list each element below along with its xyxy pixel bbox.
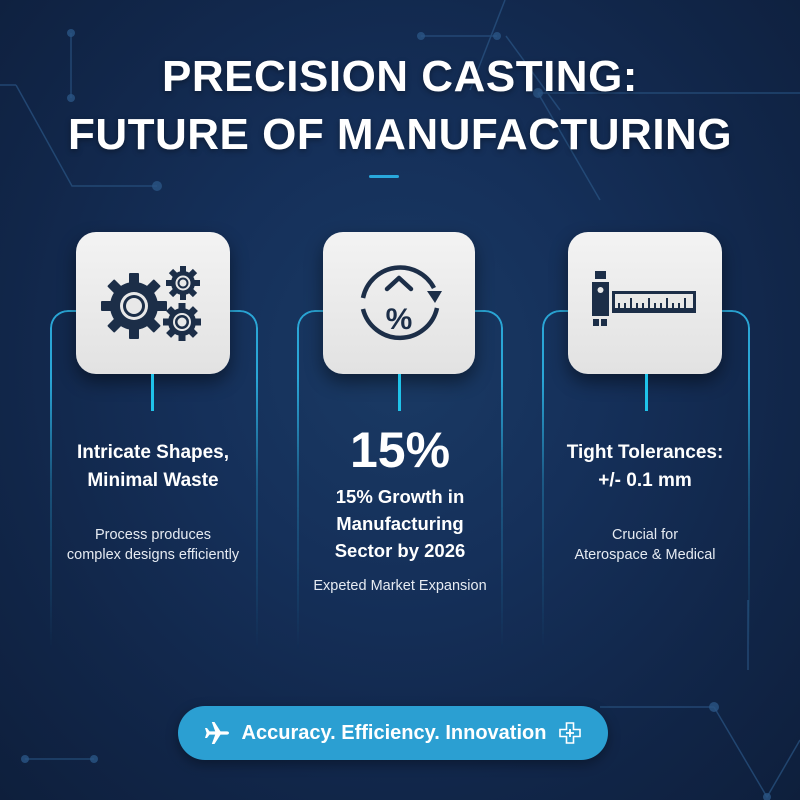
feature-column-shapes: Intricate Shapes, Minimal Waste Process … <box>28 232 278 672</box>
desc-line-2: Aterospace & Medical <box>574 547 716 563</box>
title-line-2: FUTURE OF MANUFACTURING <box>67 110 733 159</box>
desc-line-2: complex designs efficiently <box>66 547 240 563</box>
title-underline <box>369 175 399 178</box>
column-text: Tight Tolerances: +/- 0.1 mm Crucial for… <box>520 439 770 565</box>
medical-cross-icon <box>559 722 582 744</box>
page-title: PRECISION CASTING: FUTURE OF MANUFACTURI… <box>0 48 800 164</box>
desc-line-1: Expeted Market Expansion <box>313 578 487 594</box>
feature-heading: 15% Growth in Manufacturing Sector by 20… <box>275 483 525 564</box>
tagline-banner: Accuracy. Efficiency. Innovation <box>178 706 608 760</box>
desc-line-1: Process produces <box>94 527 212 543</box>
feature-column-growth: % 15% 15% Growth in Manufacturing Sector… <box>275 232 525 672</box>
icon-card-growth: % <box>323 232 475 374</box>
icon-card-caliper <box>568 232 722 374</box>
heading-line-1: 15% Growth in <box>335 486 465 507</box>
column-text: Intricate Shapes, Minimal Waste Process … <box>28 439 278 565</box>
feature-description: Process produces complex designs efficie… <box>28 525 278 565</box>
heading-line-2: Manufacturing <box>336 513 464 534</box>
feature-description: Expeted Market Expansion <box>275 576 525 596</box>
connector-stem <box>398 374 401 411</box>
caliper-ruler-icon <box>592 271 696 326</box>
airplane-icon <box>204 722 229 744</box>
heading-line-1: Intricate Shapes, <box>76 442 230 463</box>
feature-heading: Tight Tolerances: +/- 0.1 mm <box>520 439 770 495</box>
feature-column-tolerances: Tight Tolerances: +/- 0.1 mm Crucial for… <box>520 232 770 672</box>
feature-description: Crucial for Aterospace & Medical <box>520 525 770 565</box>
column-text: 15% 15% Growth in Manufacturing Sector b… <box>275 423 525 596</box>
desc-line-1: Crucial for <box>611 527 679 543</box>
connector-stem <box>151 374 154 411</box>
heading-line-2: +/- 0.1 mm <box>598 470 692 491</box>
svg-text:%: % <box>386 303 413 336</box>
icon-card-gears <box>76 232 230 374</box>
feature-heading: Intricate Shapes, Minimal Waste <box>28 439 278 495</box>
heading-line-1: Tight Tolerances: <box>566 442 724 463</box>
connector-stem <box>645 374 648 411</box>
gears-icon <box>101 266 201 341</box>
heading-line-3: Sector by 2026 <box>334 540 466 561</box>
big-stat: 15% <box>349 422 451 478</box>
heading-line-2: Minimal Waste <box>87 470 219 491</box>
title-line-1: PRECISION CASTING: <box>162 52 638 101</box>
tagline-text: Accuracy. Efficiency. Innovation <box>241 721 547 744</box>
percent-growth-icon: % <box>360 265 442 341</box>
